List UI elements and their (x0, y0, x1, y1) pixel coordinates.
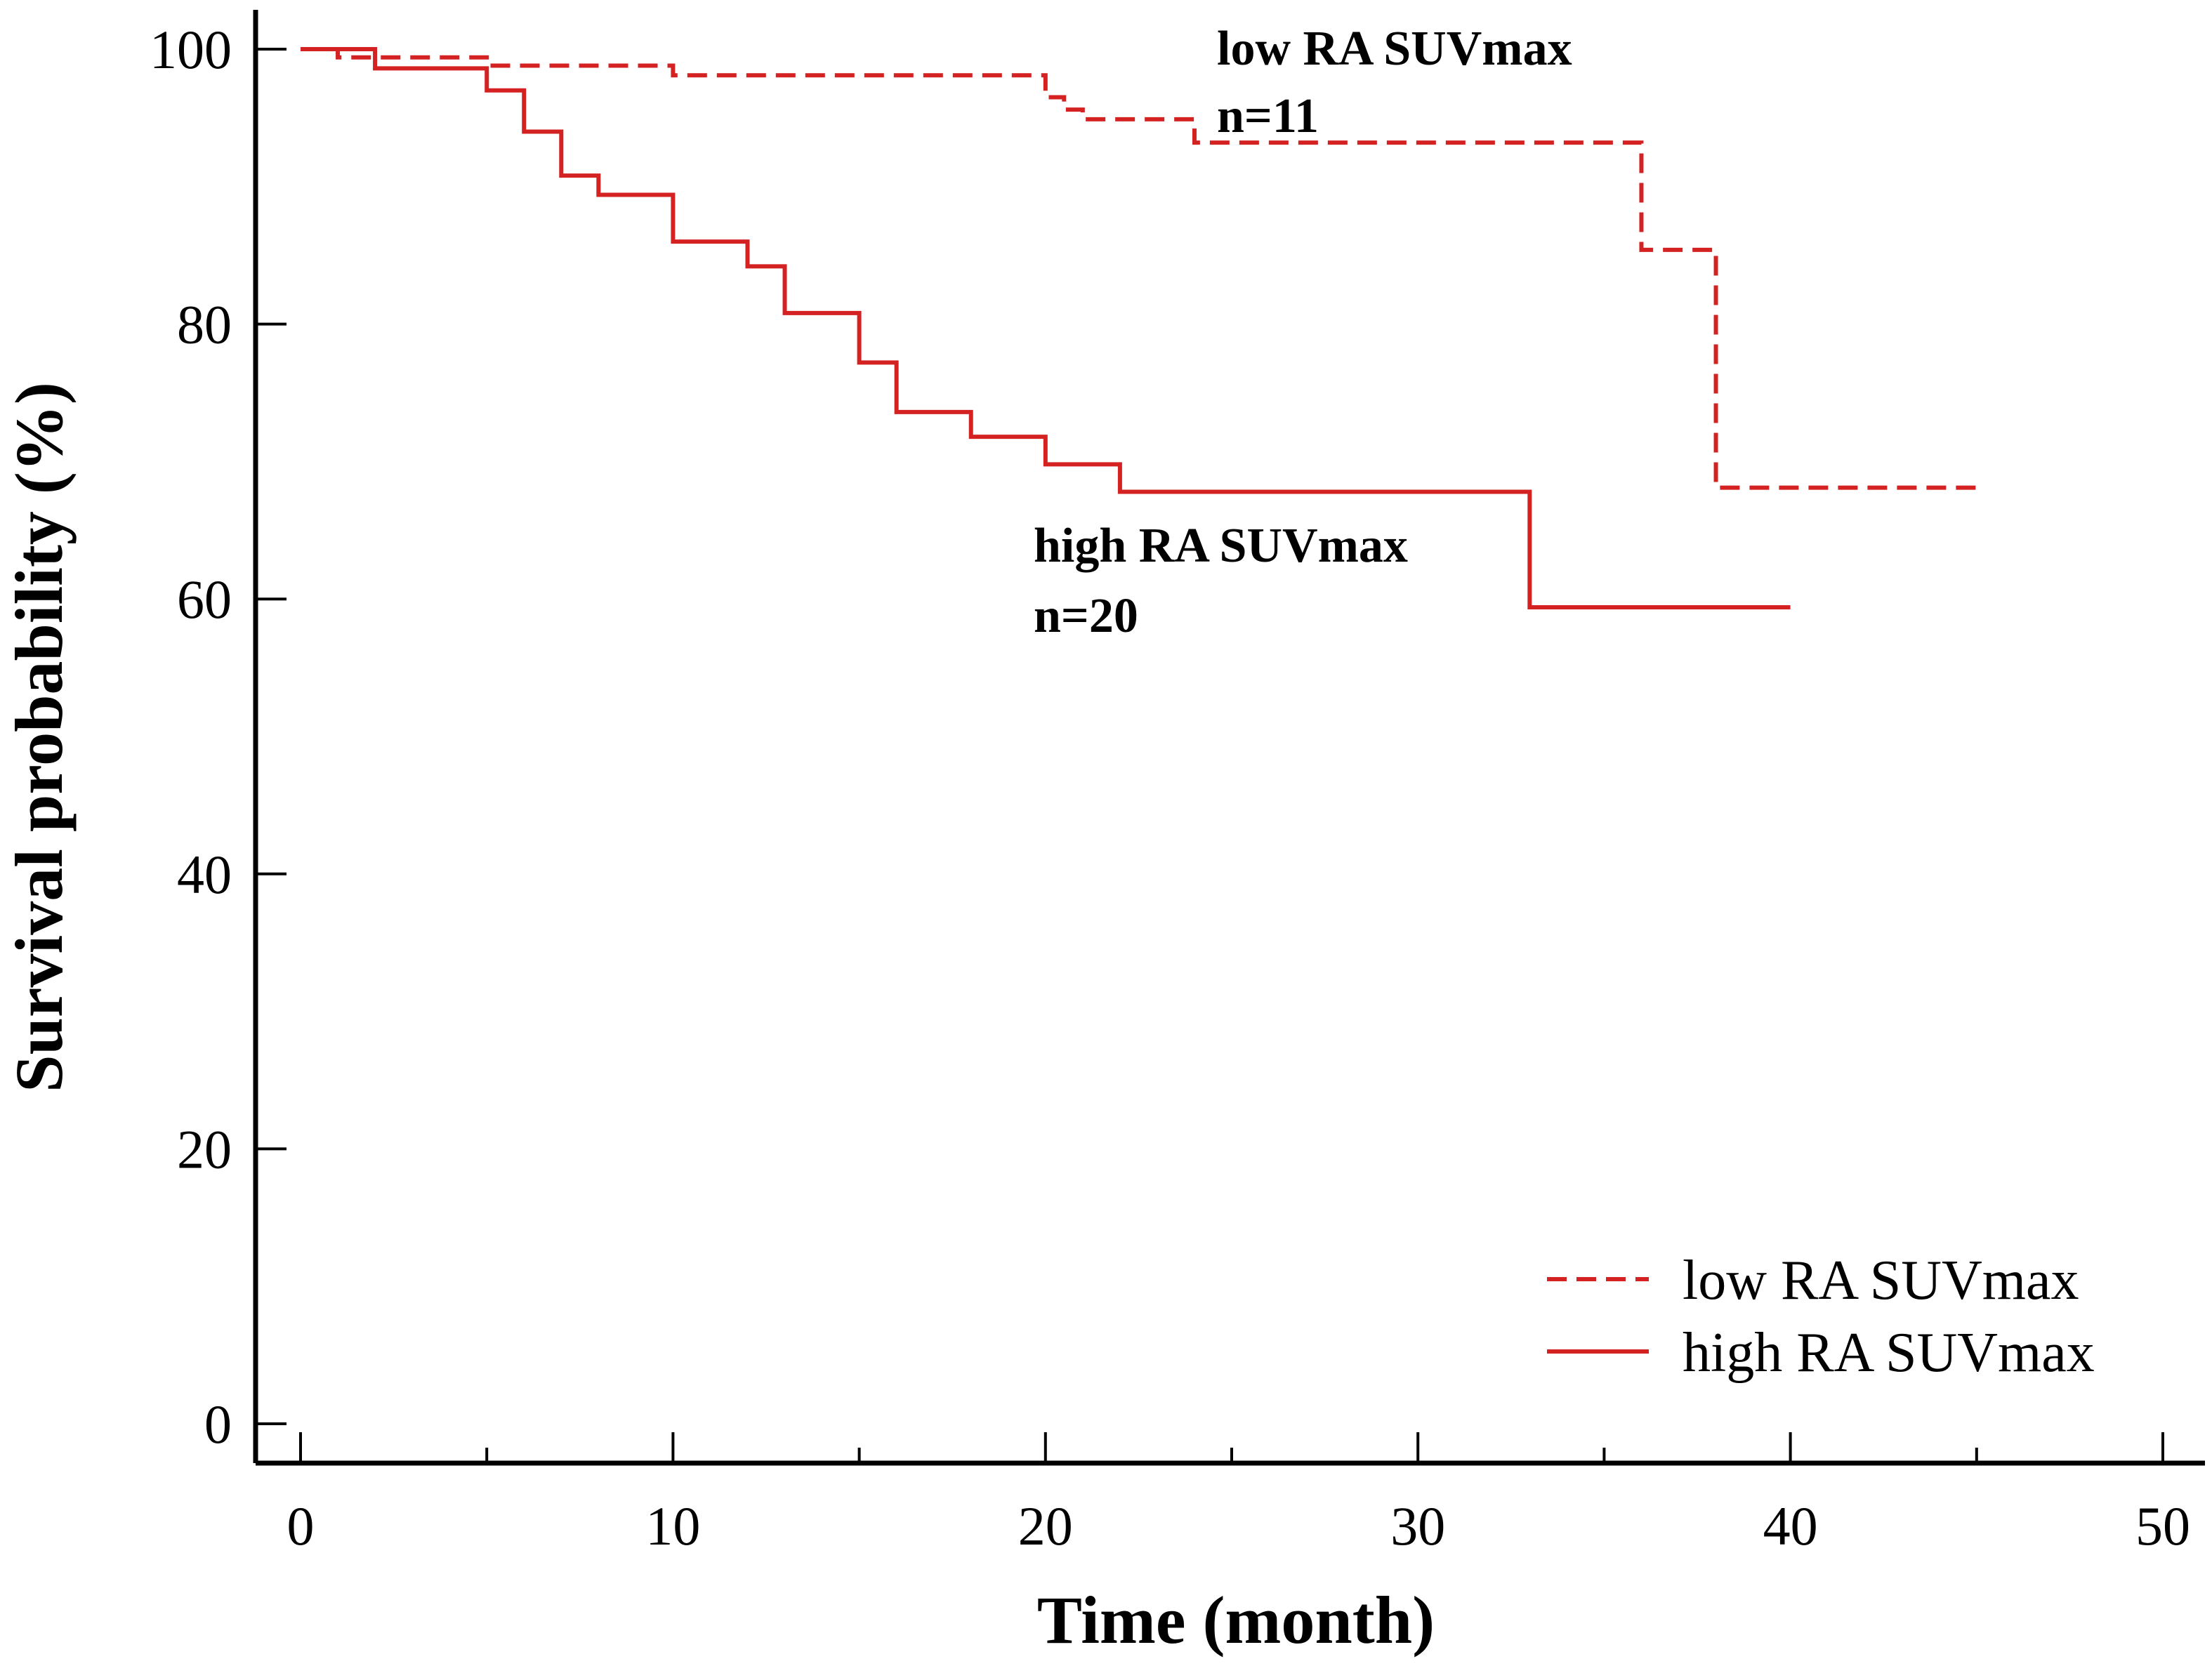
y-axis-title: Survival probability (%) (1, 382, 77, 1092)
x-tick-label-10: 10 (645, 1495, 700, 1556)
x-tick-label-40: 40 (1763, 1495, 1818, 1556)
x-tick-label-0: 0 (287, 1495, 315, 1556)
y-tick-label-20: 20 (177, 1118, 232, 1179)
y-tick-label-40: 40 (177, 844, 232, 905)
high-series-annotation-label: high RA SUVmax (1034, 519, 1408, 573)
low-series-annotation-label: low RA SUVmax (1217, 22, 1572, 76)
legend-label-high: high RA SUVmax (1683, 1322, 2095, 1384)
y-tick-label-80: 80 (177, 294, 232, 355)
y-tick-label-100: 100 (150, 19, 232, 80)
x-axis-title: Time (month) (1037, 1582, 1435, 1658)
y-tick-label-60: 60 (177, 569, 232, 630)
series-line-high (301, 47, 1791, 609)
y-ticks: 0 20 40 60 80 100 (150, 19, 287, 1455)
y-tick-label-0: 0 (204, 1394, 232, 1455)
series-group (301, 47, 1977, 609)
x-ticks: 0 10 20 30 40 50 (287, 1432, 2190, 1556)
x-tick-label-30: 30 (1390, 1495, 1445, 1556)
x-tick-label-20: 20 (1018, 1495, 1073, 1556)
high-series-annotation-n: n=20 (1034, 589, 1138, 643)
axes (253, 10, 2205, 1466)
x-tick-label-50: 50 (2135, 1495, 2190, 1556)
annotations: low RA SUVmax n=11 high RA SUVmax n=20 (1034, 22, 1572, 643)
legend-label-low: low RA SUVmax (1683, 1250, 2079, 1311)
series-line-low (301, 47, 1977, 490)
legend: low RA SUVmax high RA SUVmax (1547, 1250, 2095, 1384)
low-series-annotation-n: n=11 (1217, 89, 1319, 143)
